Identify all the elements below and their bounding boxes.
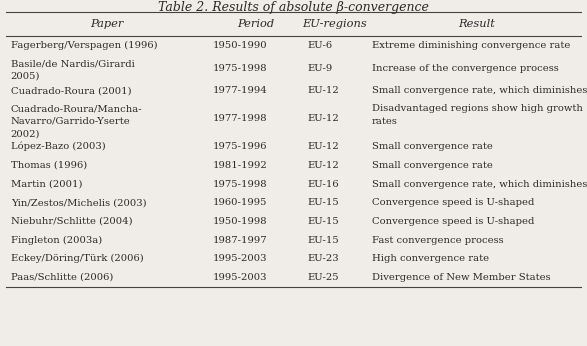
Text: Fast convergence process: Fast convergence process [372, 236, 503, 245]
Text: Basile/de Nardis/Girardi: Basile/de Nardis/Girardi [11, 59, 134, 68]
Text: EU-16: EU-16 [307, 180, 339, 189]
Text: Cuadrado-Roura/Mancha-: Cuadrado-Roura/Mancha- [11, 104, 142, 113]
Text: 1995-2003: 1995-2003 [213, 254, 268, 263]
Text: Paas/Schlitte (2006): Paas/Schlitte (2006) [11, 273, 113, 282]
Text: Increase of the convergence process: Increase of the convergence process [372, 64, 558, 73]
Text: Fingleton (2003a): Fingleton (2003a) [11, 236, 102, 245]
Text: Divergence of New Member States: Divergence of New Member States [372, 273, 550, 282]
Text: EU-15: EU-15 [307, 198, 339, 207]
Text: Disadvantaged regions show high growth: Disadvantaged regions show high growth [372, 104, 582, 113]
Text: EU-12: EU-12 [307, 114, 339, 123]
Text: 1987-1997: 1987-1997 [213, 236, 268, 245]
Text: Period: Period [237, 19, 274, 29]
Text: López-Bazo (2003): López-Bazo (2003) [11, 142, 105, 152]
Text: Convergence speed is U-shaped: Convergence speed is U-shaped [372, 217, 534, 226]
Text: EU-9: EU-9 [307, 64, 332, 73]
Text: 1950-1998: 1950-1998 [213, 217, 268, 226]
Text: Fagerberg/Verspagen (1996): Fagerberg/Verspagen (1996) [11, 41, 157, 50]
Text: EU-regions: EU-regions [302, 19, 367, 29]
Text: Navarro/Garrido-Yserte: Navarro/Garrido-Yserte [11, 117, 130, 126]
Text: 1981-1992: 1981-1992 [213, 161, 268, 170]
Text: Extreme diminishing convergence rate: Extreme diminishing convergence rate [372, 41, 570, 50]
Text: EU-15: EU-15 [307, 236, 339, 245]
Text: Paper: Paper [90, 19, 124, 29]
Text: Yin/Zestos/Michelis (2003): Yin/Zestos/Michelis (2003) [11, 198, 146, 207]
Text: Cuadrado-Roura (2001): Cuadrado-Roura (2001) [11, 86, 131, 95]
Text: Result: Result [458, 19, 495, 29]
Text: EU-12: EU-12 [307, 142, 339, 151]
Text: Small convergence rate: Small convergence rate [372, 142, 492, 151]
Text: EU-12: EU-12 [307, 161, 339, 170]
Text: 2002): 2002) [11, 129, 40, 138]
Text: Niebuhr/Schlitte (2004): Niebuhr/Schlitte (2004) [11, 217, 132, 226]
Text: 1950-1990: 1950-1990 [213, 41, 268, 50]
Text: Small convergence rate, which diminishes.: Small convergence rate, which diminishes… [372, 86, 587, 95]
Text: 1977-1994: 1977-1994 [213, 86, 268, 95]
Text: Convergence speed is U-shaped: Convergence speed is U-shaped [372, 198, 534, 207]
Text: Table 2. Results of absolute β-convergence: Table 2. Results of absolute β-convergen… [158, 1, 429, 14]
Text: High convergence rate: High convergence rate [372, 254, 489, 263]
Text: Martin (2001): Martin (2001) [11, 180, 82, 189]
Text: Small convergence rate, which diminishes: Small convergence rate, which diminishes [372, 180, 587, 189]
Text: EU-25: EU-25 [307, 273, 339, 282]
Text: EU-12: EU-12 [307, 86, 339, 95]
Text: Thomas (1996): Thomas (1996) [11, 161, 87, 170]
Text: Eckey/Döring/Türk (2006): Eckey/Döring/Türk (2006) [11, 254, 143, 263]
Text: EU-23: EU-23 [307, 254, 339, 263]
Text: 1975-1998: 1975-1998 [213, 64, 268, 73]
Text: 1960-1995: 1960-1995 [213, 198, 268, 207]
Text: 1977-1998: 1977-1998 [213, 114, 268, 123]
Text: 1995-2003: 1995-2003 [213, 273, 268, 282]
Text: EU-6: EU-6 [307, 41, 332, 50]
Text: 1975-1998: 1975-1998 [213, 180, 268, 189]
Text: EU-15: EU-15 [307, 217, 339, 226]
Text: 2005): 2005) [11, 72, 40, 81]
Text: Small convergence rate: Small convergence rate [372, 161, 492, 170]
Text: 1975-1996: 1975-1996 [213, 142, 268, 151]
Text: rates: rates [372, 117, 397, 126]
